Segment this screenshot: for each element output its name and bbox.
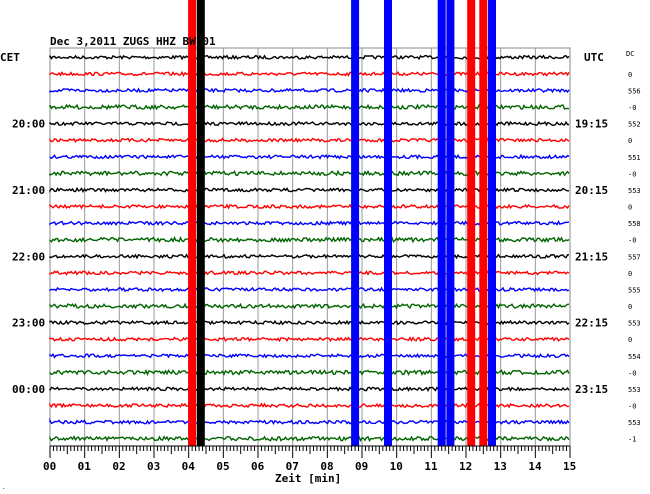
- x-tick-label: 05: [216, 460, 229, 473]
- burst-mark: [488, 0, 496, 446]
- right-time-label: 19:15: [575, 118, 608, 131]
- x-tick-label: 04: [182, 460, 196, 473]
- dc-values: 0 556 -0 552 0 551 -0 553 0 558 -0 557 0 555 0 553 0 554 -…: [628, 71, 641, 444]
- chart-title: Dec 3,2011 ZUGS HHZ BW 01: [50, 35, 216, 48]
- left-time-label: 20:00: [12, 118, 45, 131]
- x-tick-label: 06: [251, 460, 265, 473]
- right-time-label: 21:15: [575, 250, 608, 263]
- x-axis-label: Zeit [min]: [275, 472, 341, 485]
- dc-header-label: DC: [626, 50, 634, 58]
- x-tick-label: 10: [390, 460, 403, 473]
- x-tick-label: 02: [112, 460, 125, 473]
- burst-mark: [467, 0, 476, 446]
- dc-value: 0: [628, 71, 632, 79]
- dc-value: 554: [628, 353, 641, 361]
- x-tick-label: 14: [528, 460, 542, 473]
- burst-mark: [384, 0, 392, 446]
- dc-value: 0: [628, 137, 632, 145]
- dc-value: 551: [628, 154, 641, 162]
- left-time-label: 00:00: [12, 383, 45, 396]
- dc-value: -0: [628, 403, 636, 411]
- dc-value: 553: [628, 187, 641, 195]
- left-time-label: 21:00: [12, 184, 45, 197]
- x-axis: 00 01 02 03 04 05 06 07 08 09 10 11 12 13 14 15: [43, 445, 576, 473]
- dc-value: 553: [628, 419, 641, 427]
- left-time-label: 22:00: [12, 250, 45, 263]
- right-time-label: 20:15: [575, 184, 608, 197]
- right-time-label: 22:15: [575, 317, 608, 330]
- dc-value: 557: [628, 253, 641, 261]
- dc-value: 556: [628, 87, 641, 95]
- dc-value: 552: [628, 121, 641, 129]
- dc-value: 553: [628, 320, 641, 328]
- corner-mark: .: [2, 484, 6, 491]
- dc-value: 0: [628, 336, 632, 344]
- dc-value: -0: [628, 369, 636, 377]
- dc-value: -0: [628, 104, 636, 112]
- burst-mark: [479, 0, 488, 446]
- left-timezone-label: CET: [0, 51, 20, 64]
- burst-mark: [437, 0, 446, 446]
- burst-mark: [196, 0, 205, 446]
- dc-value: 0: [628, 204, 632, 212]
- dc-value: 0: [628, 270, 632, 278]
- burst-mark: [446, 0, 455, 446]
- dc-value: 553: [628, 386, 641, 394]
- burst-mark: [188, 0, 197, 446]
- right-timezone-label: UTC: [584, 51, 604, 64]
- right-time-labels: 19:15 20:15 21:15 22:15 23:15: [575, 118, 608, 396]
- dc-value: 558: [628, 220, 641, 228]
- x-tick-label: 08: [320, 460, 333, 473]
- x-tick-label: 09: [355, 460, 368, 473]
- left-time-labels: 20:00 21:00 22:00 23:00 00:00: [12, 118, 45, 396]
- x-tick-label: 11: [424, 460, 438, 473]
- x-tick-label: 07: [286, 460, 299, 473]
- bursts: [188, 0, 496, 446]
- x-tick-label: 15: [563, 460, 576, 473]
- burst-mark: [351, 0, 360, 446]
- x-tick-label: 00: [43, 460, 56, 473]
- dc-value: 0: [628, 303, 632, 311]
- right-time-label: 23:15: [575, 383, 608, 396]
- dc-value: 555: [628, 286, 641, 294]
- dc-value: -0: [628, 170, 636, 178]
- dc-value: -1: [628, 436, 636, 444]
- dc-value: -0: [628, 237, 636, 245]
- x-tick-label: 12: [459, 460, 472, 473]
- x-tick-label: 13: [494, 460, 507, 473]
- x-tick-label: 01: [78, 460, 92, 473]
- x-tick-label: 03: [147, 460, 160, 473]
- left-time-label: 23:00: [12, 317, 45, 330]
